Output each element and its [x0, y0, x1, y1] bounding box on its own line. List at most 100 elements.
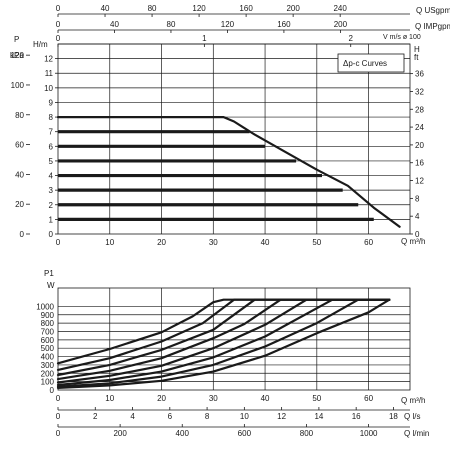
top-y-tick-label-kpa: 20 — [15, 200, 24, 209]
top-x-tick-label: 40 — [261, 238, 270, 247]
legend-box — [337, 53, 405, 73]
bottom-aux-tick-label: 0 — [56, 412, 61, 421]
top-y-tick-label-ft: 8 — [415, 194, 420, 203]
top-y-tick-label-m: 11 — [45, 69, 54, 78]
top-ylabel-kpa-unit: kPa — [10, 51, 24, 60]
top-y-tick-label-kpa: 100 — [11, 81, 25, 90]
top-x-tick-label: 20 — [157, 238, 166, 247]
bottom-aux-tick-label: 4 — [130, 412, 135, 421]
top-aux-tick-label: 0 — [56, 4, 61, 13]
bottom-series-line — [56, 298, 391, 381]
bottom-y-tick-label: 400 — [41, 353, 55, 362]
top-y-tick-label-ft: 32 — [415, 87, 424, 96]
top-axis-usgpm-label: Q USgpm — [416, 6, 450, 15]
bottom-aux-tick-label: 0 — [56, 429, 61, 438]
bottom-y-tick-label: 1000 — [36, 302, 54, 311]
bottom-series-line — [56, 298, 391, 387]
bottom-axis-lmin-label: Q l/min — [404, 429, 429, 438]
bottom-x-tick-label: 40 — [261, 394, 270, 403]
bottom-y-tick-label: 600 — [41, 336, 55, 345]
bottom-series — [56, 298, 391, 389]
bottom-series-line — [56, 298, 391, 377]
bottom-aux-tick-label: 8 — [205, 412, 210, 421]
bottom-aux-tick-label: 200 — [113, 429, 127, 438]
top-ylabel-m: H/m — [33, 40, 48, 49]
top-y-tick-label-ft: 20 — [415, 141, 424, 150]
legend-text: Δp-c Curves — [343, 59, 387, 68]
bottom-aux-tick-label: 16 — [352, 412, 361, 421]
bottom-series-line — [56, 298, 391, 389]
top-y-tick-label-ft: 24 — [415, 123, 424, 132]
bottom-ticks: 0 10 20 30 40 50 60010020030040050060070080090… — [36, 302, 398, 438]
top-aux-tick-label: 240 — [333, 4, 347, 13]
bottom-axis-ls-label: Q l/s — [404, 412, 420, 421]
top-y-tick-label-ft: 28 — [415, 105, 424, 114]
top-y-tick-label-kpa: 40 — [15, 170, 24, 179]
top-aux-tick-label: 200 — [286, 4, 300, 13]
bottom-series-line — [56, 298, 391, 388]
top-ticks: 0 10 20 30 40 50 60012345678910111202040608010… — [11, 4, 425, 247]
top-y-tick-label-m: 0 — [49, 230, 54, 239]
bottom-aux-tick-label: 2 — [93, 412, 98, 421]
bottom-y-tick-label: 0 — [50, 386, 55, 395]
top-y-tick-label-m: 5 — [49, 157, 54, 166]
top-y-tick-label-kpa: 120 — [11, 51, 25, 60]
bottom-y-tick-label: 900 — [41, 311, 55, 320]
top-ylabel-ft-h: H — [414, 45, 420, 54]
bottom-aux-tick-label: 400 — [176, 429, 190, 438]
bottom-aux-tick-label: 14 — [314, 412, 323, 421]
bottom-plot-frame — [57, 287, 411, 391]
bottom-aux-tick-label: 1000 — [360, 429, 378, 438]
bottom-grid — [58, 288, 410, 390]
top-series — [56, 116, 401, 228]
top-ylabel-kpa-p: P — [14, 35, 19, 44]
top-axis-impgpm-label: Q IMPgpm — [415, 22, 450, 31]
top-plot-frame — [57, 43, 411, 235]
top-x-tick-label: 50 — [312, 238, 321, 247]
bottom-y-tick-label: 800 — [41, 319, 55, 328]
bottom-y-tick-label: 200 — [41, 369, 55, 378]
top-ylabel-ft-unit: ft — [414, 53, 419, 62]
top-x-tick-label: 30 — [209, 238, 218, 247]
top-y-tick-label-m: 2 — [49, 201, 54, 210]
bottom-x-tick-label: 50 — [312, 394, 321, 403]
top-y-tick-label-ft: 0 — [415, 230, 420, 239]
top-y-tick-label-m: 8 — [49, 113, 54, 122]
bottom-y-tick-label: 500 — [41, 344, 55, 353]
top-aux-tick-label: 120 — [221, 20, 235, 29]
top-aux-tick-label: 160 — [239, 4, 253, 13]
top-chart: 0 10 20 30 40 50 60012345678910111202040608010… — [10, 4, 450, 247]
bottom-x-tick-label: 10 — [105, 394, 114, 403]
top-y-tick-label-ft: 4 — [415, 212, 420, 221]
bottom-series-line — [56, 298, 391, 365]
bottom-y-tick-label: 100 — [41, 378, 55, 387]
top-axis-velocity-label: V m/s ø 100 — [383, 34, 421, 41]
bottom-aux-tick-label: 12 — [277, 412, 286, 421]
bottom-aux-tick-label: 800 — [300, 429, 314, 438]
top-x-tick-label: 60 — [364, 238, 373, 247]
top-aux-tick-label: 80 — [148, 4, 157, 13]
top-y-tick-label-ft: 12 — [415, 177, 424, 186]
top-y-tick-label-m: 6 — [49, 142, 54, 151]
bottom-aux-tick-label: 10 — [240, 412, 249, 421]
top-aux-tick-label: 2 — [348, 34, 353, 43]
top-x-tick-label: 10 — [105, 238, 114, 247]
top-aux-tick-label: 40 — [101, 4, 110, 13]
top-y-tick-label-ft: 16 — [415, 159, 424, 168]
top-y-tick-label-kpa: 80 — [15, 111, 24, 120]
top-xlabel: Q m³/h — [401, 237, 425, 246]
top-aux-tick-label: 160 — [277, 20, 291, 29]
top-aux-tick-label: 120 — [192, 4, 206, 13]
top-y-tick-label-m: 1 — [49, 215, 54, 224]
bottom-y-tick-label: 300 — [41, 361, 55, 370]
bottom-series-line — [56, 298, 391, 384]
top-y-tick-label-kpa: 0 — [20, 230, 25, 239]
top-y-tick-label-m: 10 — [44, 84, 53, 93]
top-y-tick-label-ft: 36 — [415, 70, 424, 79]
bottom-chart: 0 10 20 30 40 50 60010020030040050060070080090… — [36, 269, 429, 438]
bottom-x-tick-label: 30 — [209, 394, 218, 403]
top-y-tick-label-m: 7 — [49, 128, 54, 137]
top-y-tick-label-m: 4 — [49, 172, 54, 181]
